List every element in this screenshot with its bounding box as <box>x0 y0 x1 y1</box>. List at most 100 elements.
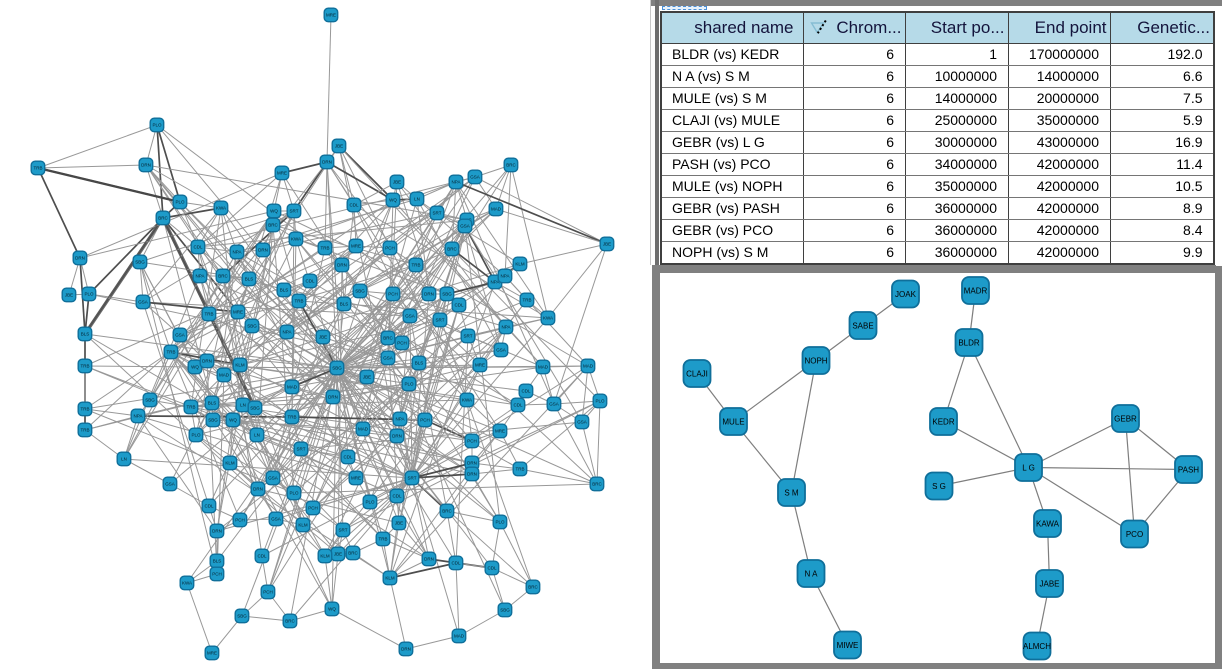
svg-text:PCH: PCH <box>263 590 273 595</box>
svg-text:BRC: BRC <box>447 247 457 252</box>
svg-text:GSA: GSA <box>460 224 470 229</box>
svg-text:MRE: MRE <box>326 13 336 18</box>
svg-text:PLO: PLO <box>191 433 201 438</box>
svg-text:BLS: BLS <box>415 361 424 366</box>
svg-text:TRB: TRB <box>295 299 304 304</box>
svg-text:MAD: MAD <box>287 385 298 390</box>
svg-text:DRN: DRN <box>75 256 85 261</box>
svg-text:TRB: TRB <box>167 350 176 355</box>
svg-text:MIWE: MIWE <box>837 641 859 650</box>
svg-text:MADR: MADR <box>964 286 988 295</box>
svg-text:KLM: KLM <box>298 523 308 528</box>
svg-text:PCH: PCH <box>420 418 430 423</box>
svg-text:CDL: CDL <box>343 455 352 460</box>
svg-text:JBE: JBE <box>395 521 403 526</box>
svg-text:L G: L G <box>1022 463 1035 472</box>
svg-text:PCH: PCH <box>308 506 318 511</box>
svg-text:CDL: CDL <box>257 554 266 559</box>
svg-text:MAD: MAD <box>454 634 465 639</box>
svg-text:DRN: DRN <box>328 395 338 400</box>
svg-text:MRE: MRE <box>495 429 505 434</box>
svg-text:BLS: BLS <box>208 401 217 406</box>
svg-text:CDL: CDL <box>204 504 213 509</box>
svg-text:CLAJI: CLAJI <box>686 369 708 378</box>
svg-text:JABE: JABE <box>1039 579 1059 588</box>
svg-text:SBG: SBG <box>237 614 247 619</box>
svg-text:JBE: JBE <box>65 293 73 298</box>
svg-text:GSA: GSA <box>577 420 587 425</box>
svg-text:BRC: BRC <box>285 619 295 624</box>
svg-text:SRT: SRT <box>408 476 417 481</box>
svg-text:SRT: SRT <box>464 334 473 339</box>
svg-text:KLM: KLM <box>235 363 245 368</box>
svg-text:DRN: DRN <box>322 160 332 165</box>
svg-text:KAWA: KAWA <box>1036 519 1060 528</box>
svg-text:CDL: CDL <box>349 203 358 208</box>
svg-text:PCH: PCH <box>385 246 395 251</box>
svg-text:CDL: CDL <box>451 561 460 566</box>
svg-text:GSA: GSA <box>138 300 148 305</box>
svg-text:DRN: DRN <box>401 647 411 652</box>
svg-text:MRE: MRE <box>233 310 243 315</box>
svg-text:SBG: SBG <box>208 418 218 423</box>
svg-text:LN: LN <box>414 197 420 202</box>
svg-text:PCH: PCH <box>235 518 245 523</box>
svg-text:CDL: CDL <box>193 245 202 250</box>
svg-text:TRB: TRB <box>205 312 214 317</box>
svg-text:WQ: WQ <box>191 365 199 370</box>
svg-text:DRN: DRN <box>253 487 263 492</box>
svg-text:SBG: SBG <box>442 292 452 297</box>
svg-text:TRB: TRB <box>516 467 525 472</box>
svg-text:SRT: SRT <box>436 318 445 323</box>
svg-text:DRN: DRN <box>258 248 268 253</box>
svg-text:SBG: SBG <box>135 260 145 265</box>
svg-text:LN: LN <box>254 433 260 438</box>
svg-text:DRN: DRN <box>212 529 222 534</box>
svg-text:SBG: SBG <box>500 608 510 613</box>
svg-text:MRE: MRE <box>351 244 361 249</box>
svg-text:SBG: SBG <box>247 324 257 329</box>
svg-text:PCH: PCH <box>467 439 477 444</box>
svg-text:CDL: CDL <box>487 566 496 571</box>
svg-text:BLS: BLS <box>245 277 254 282</box>
svg-text:DRN: DRN <box>424 292 434 297</box>
svg-text:KLM: KLM <box>225 461 235 466</box>
svg-text:BLS: BLS <box>81 332 90 337</box>
svg-text:GSA: GSA <box>549 402 559 407</box>
svg-text:BRC: BRC <box>158 216 168 221</box>
svg-text:TRB: TRB <box>288 415 297 420</box>
svg-text:NPA: NPA <box>196 274 205 279</box>
svg-text:PCH: PCH <box>397 341 407 346</box>
svg-text:CDL: CDL <box>392 494 401 499</box>
svg-text:PLO: PLO <box>495 520 505 525</box>
svg-text:KLM: KLM <box>385 576 395 581</box>
svg-text:CDL: CDL <box>305 279 314 284</box>
svg-text:PLO: PLO <box>365 500 375 505</box>
svg-text:MAD: MAD <box>358 427 369 432</box>
svg-text:MAD: MAD <box>538 365 549 370</box>
svg-text:GSA: GSA <box>405 314 415 319</box>
svg-text:GSA: GSA <box>383 356 393 361</box>
svg-text:MRE: MRE <box>475 363 485 368</box>
svg-text:KEDR: KEDR <box>932 417 954 426</box>
svg-text:PASH: PASH <box>1178 465 1199 474</box>
svg-text:BLS: BLS <box>340 302 349 307</box>
svg-text:CDL: CDL <box>454 303 463 308</box>
svg-text:TRB: TRB <box>412 263 421 268</box>
svg-text:SBG: SBG <box>332 366 342 371</box>
svg-text:GSA: GSA <box>470 175 480 180</box>
svg-text:JBE: JBE <box>363 375 371 380</box>
svg-text:NPA: NPA <box>233 250 242 255</box>
svg-text:PLO: PLO <box>84 292 94 297</box>
svg-text:BLS: BLS <box>213 559 222 564</box>
svg-text:PLO: PLO <box>404 382 414 387</box>
svg-text:DRN: DRN <box>424 557 434 562</box>
svg-text:ALMCH: ALMCH <box>1023 642 1051 651</box>
svg-text:BLDR: BLDR <box>958 338 980 347</box>
svg-text:PLO: PLO <box>175 200 185 205</box>
svg-text:PCO: PCO <box>1126 530 1143 539</box>
svg-text:PCH: PCH <box>212 572 222 577</box>
svg-text:TRB: TRB <box>379 537 388 542</box>
svg-text:BRC: BRC <box>442 509 452 514</box>
svg-text:BRC: BRC <box>268 223 278 228</box>
